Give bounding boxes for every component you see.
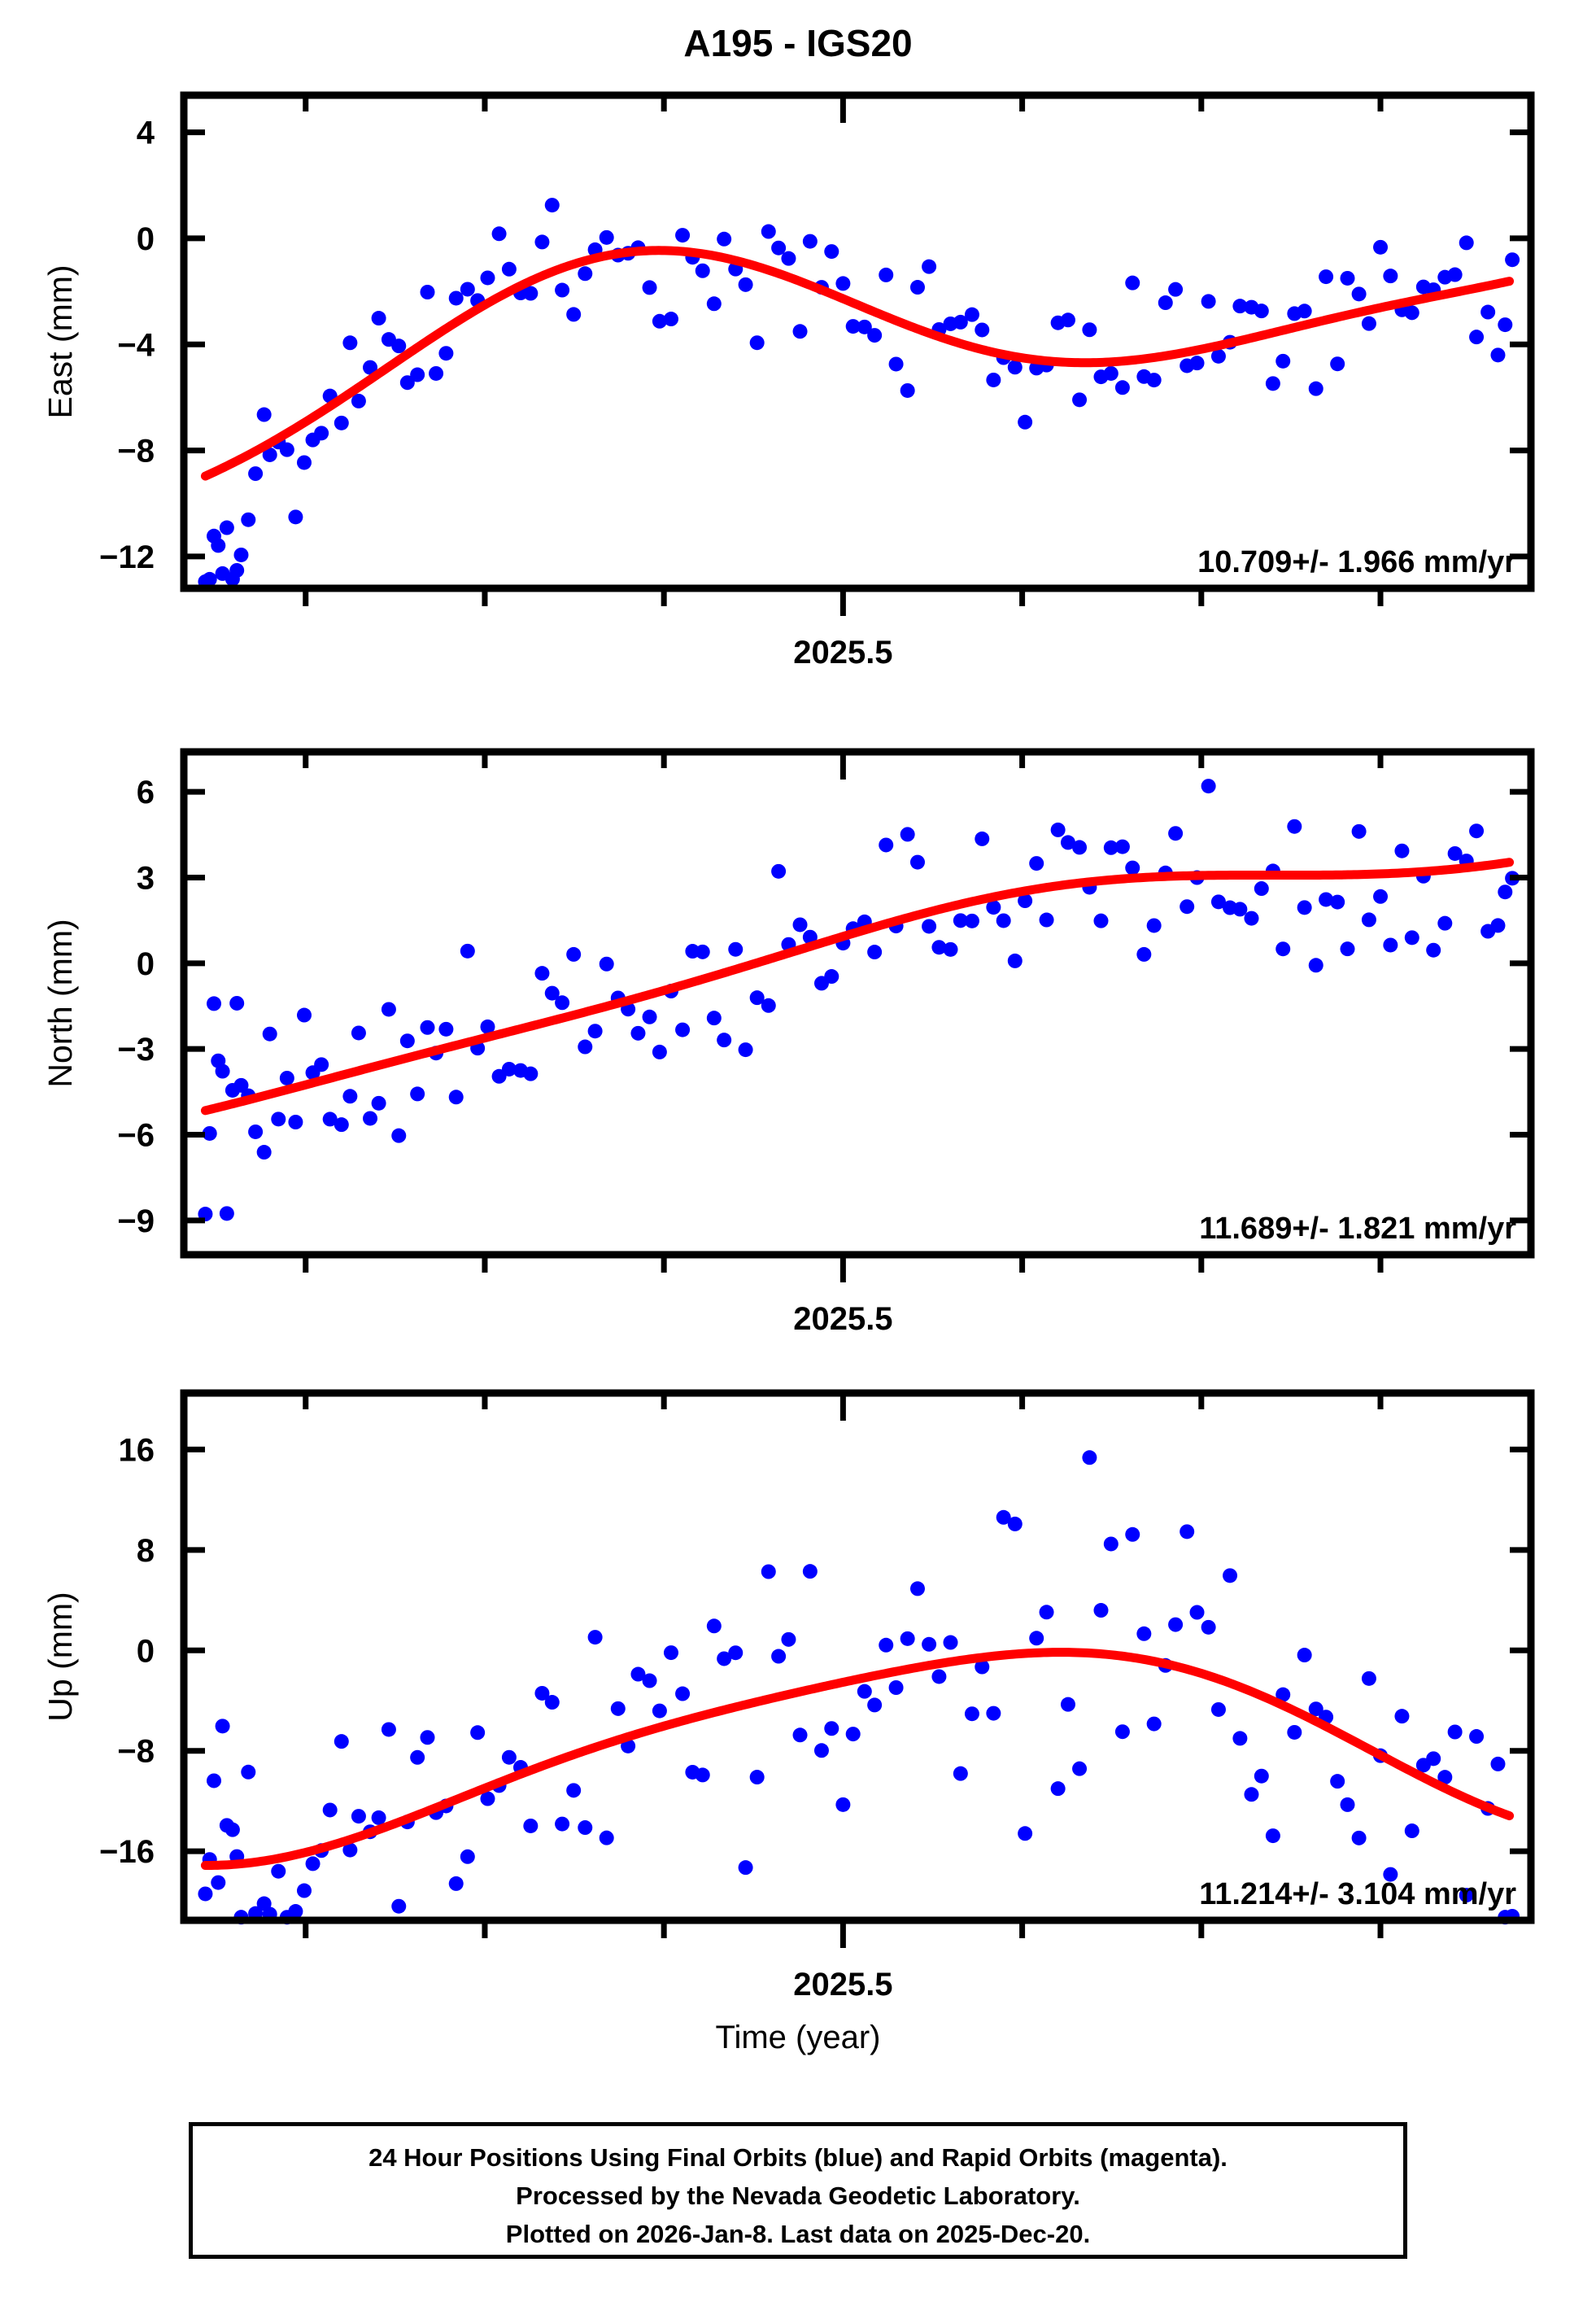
page-title: A195 - IGS20 (683, 22, 913, 64)
x-tick-label-east: 2025.5 (793, 635, 892, 670)
y-tick-label-east-2: −4 (117, 327, 155, 363)
rate-annotation-north: 11.689+/- 1.821 mm/yr (1199, 1212, 1516, 1246)
y-tick-label-north-4: −6 (117, 1118, 155, 1154)
data-points-east (198, 198, 1520, 589)
y-axis-title-east: East (mm) (41, 264, 79, 418)
y-tick-label-east-4: −12 (99, 539, 155, 575)
footer-line-3: Plotted on 2026-Jan-8. Last data on 2025… (505, 2220, 1091, 2248)
y-tick-label-up-1: 8 (137, 1533, 155, 1569)
y-tick-label-north-5: −9 (117, 1203, 155, 1239)
x-tick-label-north: 2025.5 (793, 1301, 892, 1337)
data-points-up (198, 1450, 1520, 1925)
y-tick-label-up-4: −16 (99, 1834, 155, 1870)
y-tick-label-up-0: 16 (119, 1432, 155, 1468)
x-tick-label-up: 2025.5 (793, 1967, 892, 2002)
footer-note-box: 24 Hour Positions Using Final Orbits (bl… (189, 2122, 1407, 2259)
footer-line-2: Processed by the Nevada Geodetic Laborat… (516, 2182, 1080, 2210)
footer-line-1: 24 Hour Positions Using Final Orbits (bl… (368, 2143, 1228, 2172)
fit-line-east (200, 246, 1515, 481)
plot-frame-north (180, 748, 1535, 1259)
y-tick-label-east-0: 4 (137, 116, 155, 151)
y-tick-label-up-2: 0 (137, 1633, 155, 1669)
y-tick-label-north-0: 6 (137, 775, 155, 810)
y-axis-title-north: North (mm) (41, 919, 79, 1087)
rate-annotation-up: 11.214+/- 3.104 mm/yr (1199, 1877, 1516, 1911)
y-axis-title-up: Up (mm) (41, 1592, 79, 1721)
rate-annotation-east: 10.709+/- 1.966 mm/yr (1197, 545, 1516, 579)
x-axis-title: Time (year) (715, 2020, 881, 2055)
fit-line-up (200, 1648, 1515, 1871)
y-tick-label-up-3: −8 (117, 1734, 155, 1770)
plot-frame-east (180, 91, 1535, 592)
y-tick-label-east-1: 0 (137, 221, 155, 257)
data-points-north (198, 779, 1520, 1222)
y-tick-label-north-1: 3 (137, 861, 155, 897)
fit-line-north (200, 858, 1515, 1116)
y-tick-label-north-3: −3 (117, 1032, 155, 1068)
y-tick-label-east-3: −8 (117, 434, 155, 469)
plot-frame-up (180, 1389, 1535, 1924)
y-tick-label-north-2: 0 (137, 946, 155, 982)
